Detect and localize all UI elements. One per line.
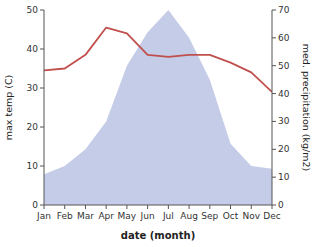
y-tick-label: 30 xyxy=(27,83,39,93)
x-tick xyxy=(147,205,148,209)
y-tick xyxy=(40,88,44,89)
y-tick-label: 50 xyxy=(27,5,39,15)
x-tick xyxy=(209,205,210,209)
y2-tick-label: 50 xyxy=(278,61,290,71)
x-tick-label: Mar xyxy=(77,211,94,221)
x-tick xyxy=(126,205,127,209)
y2-tick-label: 20 xyxy=(278,144,290,154)
x-tick-label: Nov xyxy=(242,211,260,221)
x-tick-label: Dec xyxy=(263,211,280,221)
x-tick-label: Aug xyxy=(180,211,198,221)
x-tick-label: Sep xyxy=(201,211,218,221)
x-axis-line xyxy=(44,205,272,206)
x-tick-label: May xyxy=(118,211,137,221)
y-tick xyxy=(40,10,44,11)
x-tick xyxy=(272,205,273,209)
y-tick-label: 0 xyxy=(32,200,38,210)
x-axis-label: date (month) xyxy=(121,230,195,241)
x-tick xyxy=(189,205,190,209)
chart: 0 10 20 30 40 50 0 10 20 30 40 50 60 70 Jan Feb Mar Apr Ma… xyxy=(0,0,318,247)
y2-tick-label: 60 xyxy=(278,33,290,43)
y2-tick-label: 10 xyxy=(278,172,290,182)
x-tick-label: Feb xyxy=(57,211,73,221)
x-tick xyxy=(106,205,107,209)
y2-tick xyxy=(272,65,276,66)
x-tick-label: Jun xyxy=(140,211,155,221)
y2-tick-label: 0 xyxy=(278,200,284,210)
y2-tick xyxy=(272,121,276,122)
x-tick xyxy=(230,205,231,209)
x-tick xyxy=(251,205,252,209)
temp-line xyxy=(44,28,272,92)
y2-tick xyxy=(272,10,276,11)
y2-axis-line xyxy=(272,10,273,205)
x-tick xyxy=(85,205,86,209)
y2-tick xyxy=(272,93,276,94)
y2-tick xyxy=(272,37,276,38)
precip-area xyxy=(44,10,272,205)
y-tick xyxy=(40,205,44,206)
y2-tick-label: 30 xyxy=(278,116,290,126)
x-tick xyxy=(64,205,65,209)
y2-axis-label: med. precipitation (kg/m2) xyxy=(301,44,312,171)
plot-area xyxy=(44,10,272,205)
y-axis-label: max temp (C) xyxy=(3,75,14,141)
x-tick-label: Oct xyxy=(223,211,239,221)
y2-tick xyxy=(272,205,276,206)
y-tick-label: 40 xyxy=(27,44,39,54)
y2-tick xyxy=(272,177,276,178)
x-tick-label: Jan xyxy=(36,211,51,221)
y-tick xyxy=(40,166,44,167)
y2-tick xyxy=(272,149,276,150)
x-tick-label: Jul xyxy=(162,211,174,221)
y-tick xyxy=(40,49,44,50)
x-tick-label: Apr xyxy=(98,211,114,221)
y-tick-label: 20 xyxy=(27,122,39,132)
y-tick xyxy=(40,127,44,128)
x-tick xyxy=(44,205,45,209)
y-tick-label: 10 xyxy=(27,161,39,171)
y-axis-line xyxy=(44,10,45,205)
x-tick xyxy=(168,205,169,209)
y2-tick-label: 40 xyxy=(278,89,290,99)
y2-tick-label: 70 xyxy=(278,5,290,15)
